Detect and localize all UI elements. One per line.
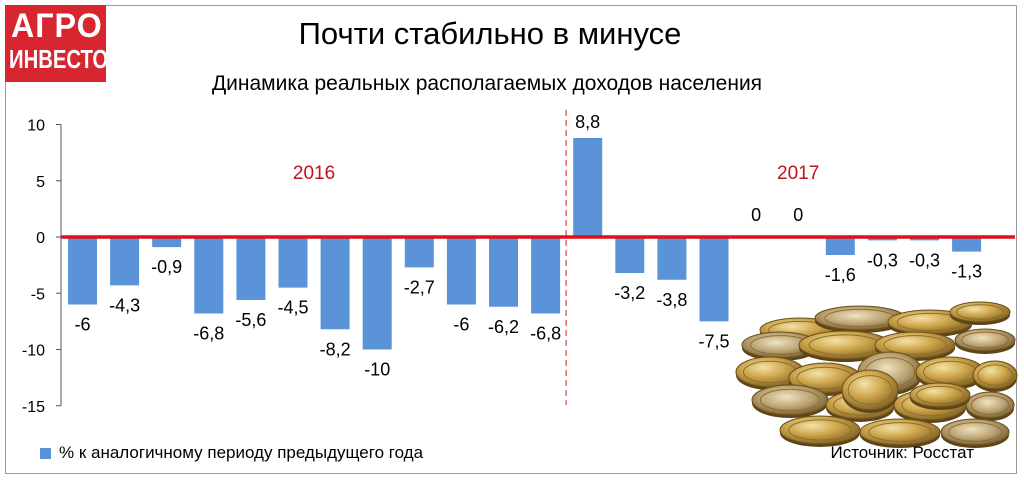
year-label: 2017 bbox=[777, 163, 819, 184]
coin-icon bbox=[859, 418, 941, 448]
bar-value-label: -7,5 bbox=[698, 331, 729, 351]
bar bbox=[278, 237, 308, 288]
coin-icon bbox=[874, 331, 956, 361]
bar bbox=[825, 237, 855, 255]
y-tick-label: -15 bbox=[22, 399, 45, 416]
coin-icon bbox=[779, 415, 861, 447]
bar bbox=[236, 237, 266, 300]
coin-icon bbox=[909, 382, 971, 410]
bar bbox=[152, 237, 182, 248]
bar-value-label: -3,2 bbox=[614, 283, 645, 303]
bar-value-label: -2,7 bbox=[404, 277, 435, 297]
bar-value-label: -6 bbox=[453, 315, 469, 335]
bar-value-label: -1,3 bbox=[951, 262, 982, 282]
coin-icon bbox=[751, 384, 829, 418]
coin-icon bbox=[841, 369, 899, 413]
bar-value-label: -6,2 bbox=[488, 317, 519, 337]
brand-logo-line2: ИНВЕСТОР bbox=[9, 44, 122, 74]
brand-logo-line1: АГРО bbox=[11, 7, 103, 45]
y-tick-label: 10 bbox=[27, 118, 45, 135]
bar-value-label: -6,8 bbox=[530, 324, 561, 344]
coin-icon bbox=[814, 305, 906, 333]
bar bbox=[615, 237, 645, 273]
bar bbox=[404, 237, 434, 268]
bar bbox=[699, 237, 729, 322]
coin-icon bbox=[915, 356, 985, 390]
coin-icon bbox=[940, 418, 1010, 448]
coin-icon bbox=[798, 330, 892, 362]
year-labels-group: 2016 2017 bbox=[293, 163, 819, 184]
bar-value-label: -1,6 bbox=[825, 265, 856, 285]
bar bbox=[573, 138, 603, 237]
year-label: 2016 bbox=[293, 163, 335, 184]
y-axis: 10 5 0 -5 -10 -15 bbox=[22, 110, 567, 416]
coin-icon bbox=[735, 356, 805, 390]
chart-title: Почти стабильно в минусе bbox=[0, 16, 1024, 52]
bar-value-label: -10 bbox=[364, 360, 390, 380]
legend-label: % к аналогичному периоду предыдущего год… bbox=[59, 443, 424, 462]
coin-icon bbox=[949, 301, 1011, 325]
bar bbox=[362, 237, 392, 350]
bar bbox=[489, 237, 518, 307]
bar-value-label: -5,6 bbox=[235, 310, 266, 330]
bar-value-label: 0 bbox=[751, 205, 761, 225]
chart-subtitle: Динамика реальных располагаемых доходов … bbox=[0, 72, 1024, 96]
bars-group bbox=[61, 138, 1015, 350]
y-tick-label: 5 bbox=[36, 174, 45, 191]
bar bbox=[68, 237, 97, 305]
bar bbox=[320, 237, 350, 330]
bar-value-label: -0,9 bbox=[151, 257, 182, 277]
bar-value-label: -4,3 bbox=[109, 295, 140, 315]
source-note: Источник: Росстат bbox=[830, 443, 974, 462]
bar-value-label: 8,8 bbox=[575, 112, 600, 132]
bar bbox=[446, 237, 476, 305]
bar bbox=[110, 237, 140, 286]
coin-icon bbox=[954, 328, 1016, 354]
bar bbox=[194, 237, 224, 314]
y-tick-label: -5 bbox=[31, 286, 45, 303]
legend-swatch bbox=[40, 447, 51, 459]
coin-icon bbox=[972, 360, 1018, 392]
bar-value-label: 0 bbox=[793, 205, 803, 225]
legend: % к аналогичному периоду предыдущего год… bbox=[40, 443, 423, 463]
coin-icon bbox=[965, 391, 1015, 421]
chart-title-text: Почти стабильно в минусе bbox=[298, 16, 682, 51]
y-tick-label: 0 bbox=[36, 230, 45, 247]
data-labels-group: -6-4,3-0,9-6,8-5,6-4,5-8,2-10-2,7-6 -6,2-… bbox=[74, 112, 982, 380]
coin-icon bbox=[741, 331, 819, 361]
bar-value-label: -6,8 bbox=[193, 324, 224, 344]
coins-image bbox=[735, 301, 1018, 448]
bar bbox=[657, 237, 687, 280]
bar-value-label: -0,3 bbox=[909, 250, 940, 270]
bar-value-label: -4,5 bbox=[277, 298, 308, 318]
chart-subtitle-text: Динамика реальных располагаемых доходов … bbox=[211, 72, 763, 95]
bar bbox=[952, 237, 982, 252]
bar-value-label: -0,3 bbox=[867, 250, 898, 270]
bar-value-label: -6 bbox=[74, 315, 90, 335]
bar-value-label: -8,2 bbox=[320, 339, 351, 359]
y-tick-label: -10 bbox=[22, 343, 45, 360]
brand-logo: АГРО ИНВЕСТОР bbox=[5, 5, 122, 82]
bar bbox=[531, 237, 561, 314]
bar-value-label: -3,8 bbox=[656, 290, 687, 310]
